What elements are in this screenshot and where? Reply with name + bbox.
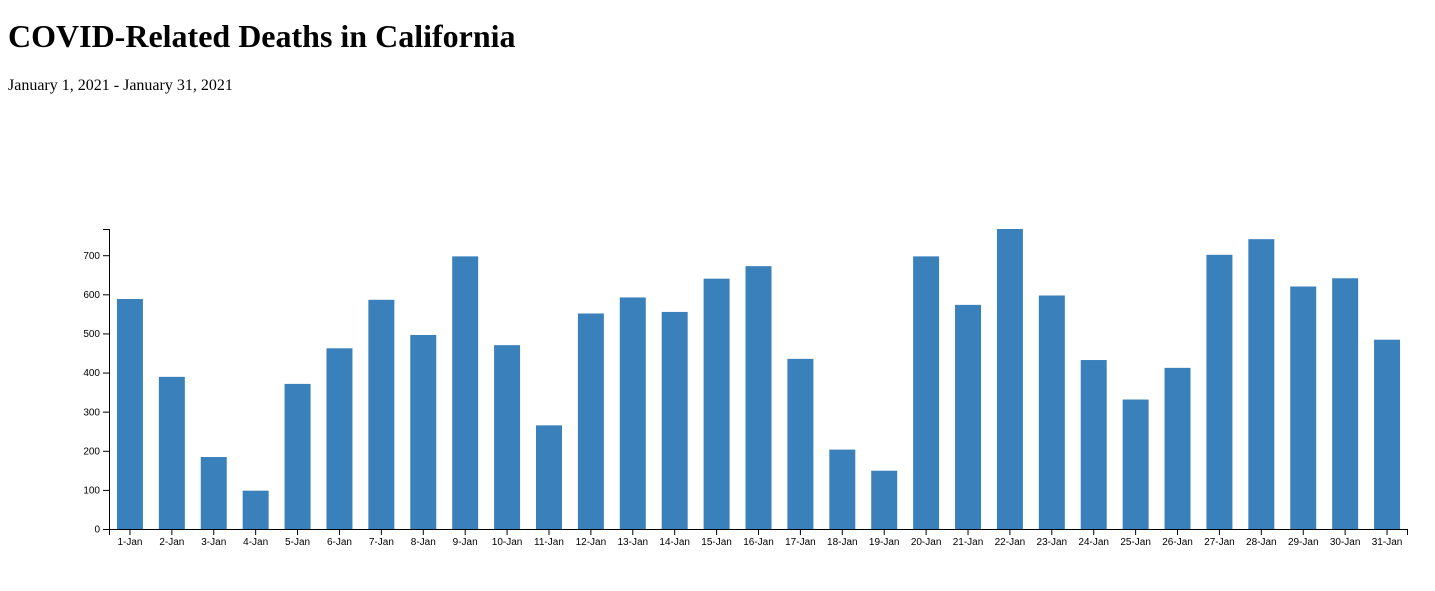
x-tick-label-15-Jan: 15-Jan [701,537,732,548]
bar-7-Jan [368,299,395,529]
x-tick-label-25-Jan: 25-Jan [1120,537,1151,548]
bar-13-Jan [619,297,646,529]
x-tick-label-7-Jan: 7-Jan [369,537,394,548]
x-tick-label-23-Jan: 23-Jan [1037,537,1068,548]
bars-group [116,229,1401,530]
x-tick-label-6-Jan: 6-Jan [327,537,352,548]
bar-19-Jan [871,470,898,529]
bar-17-Jan [787,358,814,529]
y-tick-label-700: 700 [83,251,100,262]
bar-23-Jan [1038,295,1065,529]
y-tick-label-200: 200 [83,446,100,457]
bar-16-Jan [745,266,772,529]
x-tick-label-3-Jan: 3-Jan [201,537,226,548]
y-tick-label-100: 100 [83,486,100,497]
x-tick-label-11-Jan: 11-Jan [534,537,564,548]
bar-15-Jan [703,278,730,529]
x-tick-label-21-Jan: 21-Jan [953,537,984,548]
x-tick-label-18-Jan: 18-Jan [827,537,858,548]
bar-1-Jan [116,299,143,529]
bar-11-Jan [535,425,562,529]
bar-9-Jan [452,256,479,529]
bar-27-Jan [1206,254,1233,529]
x-tick-label-30-Jan: 30-Jan [1330,537,1361,548]
bar-24-Jan [1080,360,1107,529]
bar-2-Jan [158,376,185,529]
bar-6-Jan [326,348,353,529]
y-tick-label-600: 600 [83,290,100,301]
y-axis-line [103,229,110,530]
x-tick-label-29-Jan: 29-Jan [1288,537,1319,548]
bar-18-Jan [829,449,856,529]
bar-26-Jan [1164,367,1191,529]
bar-20-Jan [913,256,940,529]
x-tick-label-27-Jan: 27-Jan [1204,537,1235,548]
bar-22-Jan [996,229,1023,529]
page-subtitle: January 1, 2021 - January 31, 2021 [8,77,233,94]
x-tick-label-24-Jan: 24-Jan [1078,537,1109,548]
bar-12-Jan [577,313,604,529]
x-tick-label-10-Jan: 10-Jan [492,537,523,548]
y-axis: 0 100 200 300 400 500 600 700 [83,229,110,536]
x-tick-label-14-Jan: 14-Jan [659,537,690,548]
x-tick-label-22-Jan: 22-Jan [995,537,1026,548]
bar-3-Jan [200,457,227,529]
x-tick-label-26-Jan: 26-Jan [1162,537,1193,548]
x-tick-label-20-Jan: 20-Jan [911,537,942,548]
y-tick-label-500: 500 [83,329,100,340]
x-tick-label-28-Jan: 28-Jan [1246,537,1277,548]
bar-10-Jan [494,345,521,529]
bar-8-Jan [410,335,437,529]
bar-4-Jan [242,490,269,529]
x-tick-label-4-Jan: 4-Jan [243,537,268,548]
y-tick-label-400: 400 [83,368,100,379]
x-tick-label-8-Jan: 8-Jan [411,537,436,548]
x-tick-label-2-Jan: 2-Jan [159,537,184,548]
y-tick-label-300: 300 [83,407,100,418]
x-tick-label-19-Jan: 19-Jan [869,537,900,548]
bar-25-Jan [1122,399,1149,529]
x-tick-label-9-Jan: 9-Jan [453,537,478,548]
x-tick-label-31-Jan: 31-Jan [1372,537,1403,548]
x-tick-label-1-Jan: 1-Jan [117,537,142,548]
y-tick-label-0: 0 [94,525,100,536]
x-tick-label-5-Jan: 5-Jan [285,537,310,548]
x-axis: 1-Jan 2-Jan 3-Jan 4-Jan 5-Jan 6-Jan 7-Jan 8-Jan… [109,529,1408,548]
bar-21-Jan [955,304,982,529]
bar-30-Jan [1332,278,1359,529]
bar-29-Jan [1290,286,1317,529]
page-title: COVID-Related Deaths in California [8,18,516,54]
x-tick-label-13-Jan: 13-Jan [618,537,649,548]
bar-14-Jan [661,311,688,529]
bar-28-Jan [1248,239,1275,530]
bar-31-Jan [1374,339,1401,529]
x-tick-label-17-Jan: 17-Jan [785,537,816,548]
bar-5-Jan [284,383,311,529]
x-tick-label-16-Jan: 16-Jan [743,537,774,548]
x-tick-label-12-Jan: 12-Jan [576,537,607,548]
